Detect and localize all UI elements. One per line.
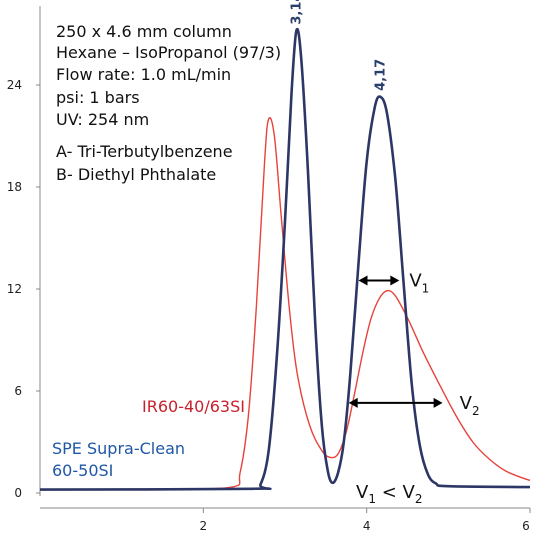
x-tick-label: 4: [363, 519, 371, 533]
info-line: UV: 254 nm: [56, 110, 149, 129]
info-line: A- Tri-Terbutylbenzene: [56, 142, 233, 161]
info-line: 250 x 4.6 mm column: [56, 22, 232, 41]
series-label-blue: SPE Supra-Clean: [52, 439, 185, 458]
method-info: 250 x 4.6 mm column Hexane – IsoPropanol…: [56, 22, 281, 184]
y-tick-label: 18: [7, 180, 22, 194]
y-tick-label: 12: [7, 282, 22, 296]
y-tick-label: 6: [14, 384, 22, 398]
x-tick-label: 2: [200, 519, 208, 533]
arrowhead-right: [390, 275, 400, 286]
series-label-red: IR60-40/63SI: [142, 397, 245, 416]
y-tick-label: 24: [7, 78, 22, 92]
info-line: psi: 1 bars: [56, 88, 140, 107]
relation-text: V1 < V2: [356, 482, 422, 506]
width-label: V1: [409, 271, 429, 296]
peak-label: 3,14: [289, 0, 304, 25]
info-line: B- Diethyl Phthalate: [56, 165, 216, 184]
info-line: Hexane – IsoPropanol (97/3): [56, 43, 281, 62]
x-tick-label: 6: [522, 519, 530, 533]
series-label-blue-2: 60-50SI: [52, 461, 113, 480]
arrowhead-right: [433, 397, 443, 408]
arrowhead-left: [358, 275, 368, 286]
series-line-blue: [39, 27, 531, 491]
width-label: V2: [460, 393, 480, 418]
series-line-red: [39, 116, 531, 491]
peak-label: 4,17: [374, 59, 389, 91]
arrowhead-left: [348, 397, 358, 408]
y-tick-label: 0: [14, 486, 22, 500]
info-line: Flow rate: 1.0 mL/min: [56, 65, 231, 84]
